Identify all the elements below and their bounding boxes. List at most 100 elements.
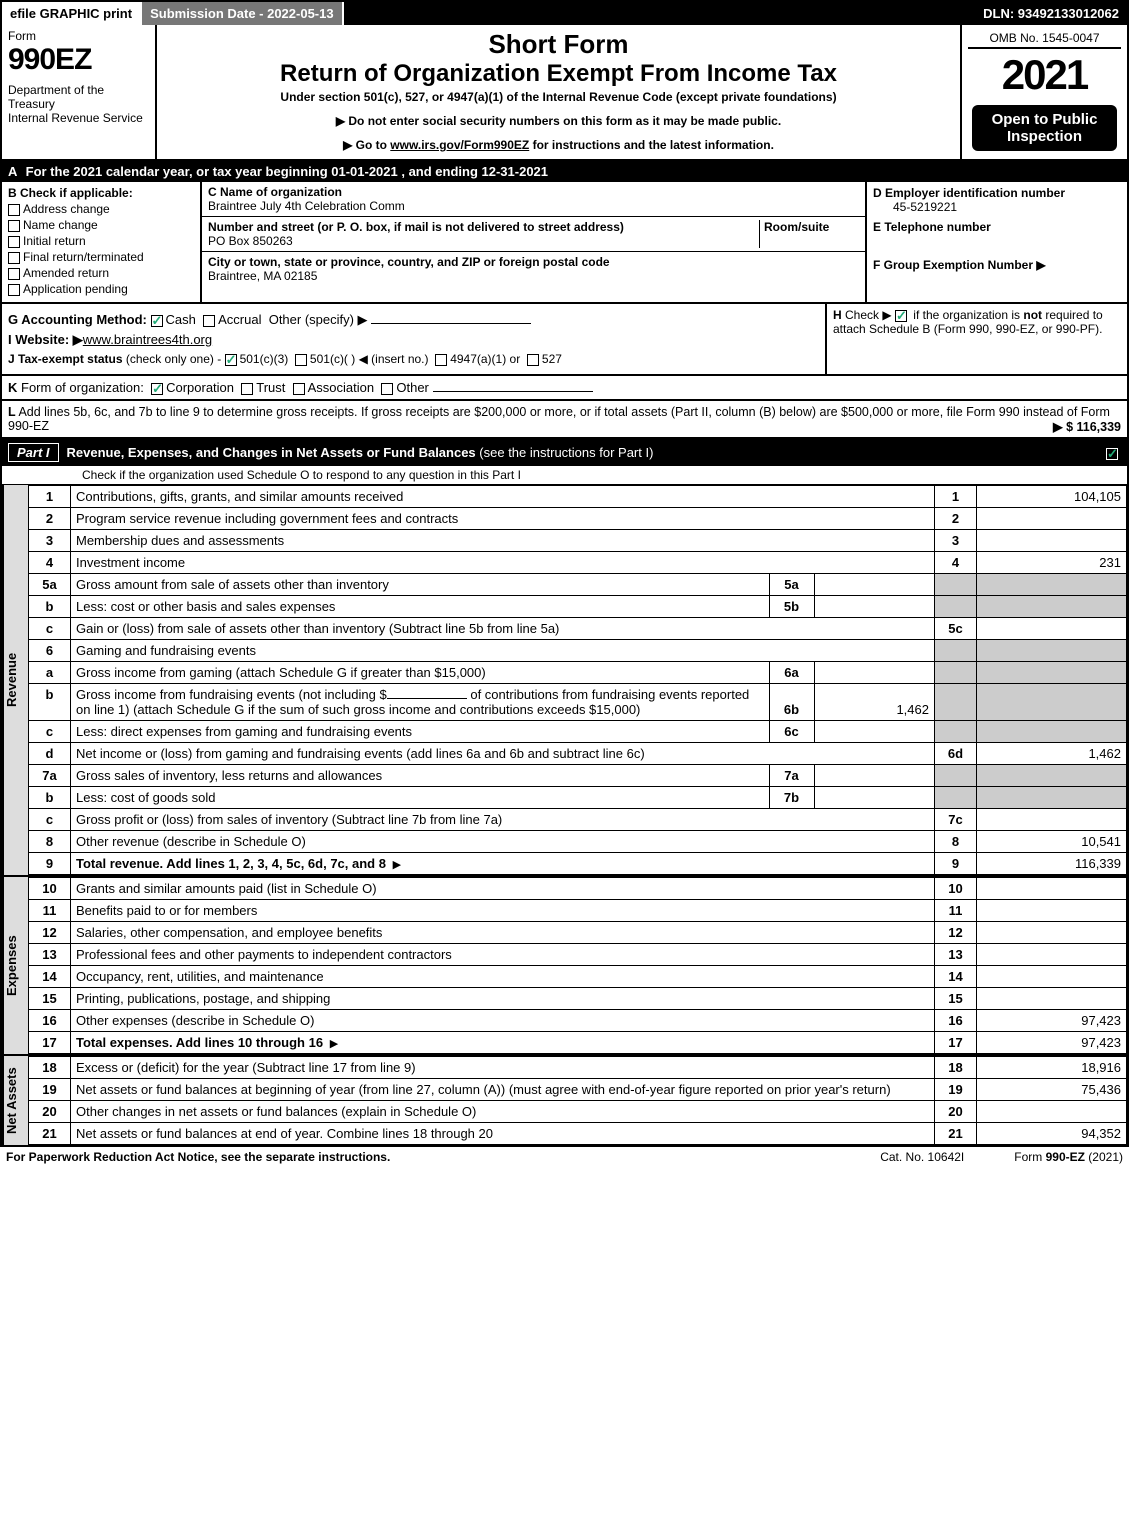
line-6-amt [977, 640, 1127, 662]
line-14-rno: 14 [935, 966, 977, 988]
net-assets-section: Net Assets 18Excess or (deficit) for the… [2, 1056, 1127, 1145]
line-3-amt [977, 530, 1127, 552]
line-7b-sub: 7b [769, 787, 814, 808]
line-5b-subamt [814, 596, 934, 617]
line-14: 14Occupancy, rent, utilities, and mainte… [29, 966, 1127, 988]
website-link[interactable]: www.braintrees4th.org [83, 332, 212, 347]
line-18-text: Excess or (deficit) for the year (Subtra… [71, 1057, 935, 1079]
g-label: G Accounting Method: [8, 312, 147, 327]
line-15: 15Printing, publications, postage, and s… [29, 988, 1127, 1010]
other-org-label: Other [396, 380, 429, 395]
chk-address-change[interactable]: Address change [8, 202, 194, 216]
line-19-rno: 19 [935, 1079, 977, 1101]
line-7b-subamt [814, 787, 934, 808]
line-17-text-bold: Total expenses. Add lines 10 through 16 [76, 1035, 323, 1050]
org-name-header: C Name of organization [208, 185, 342, 199]
line-3: 3Membership dues and assessments3 [29, 530, 1127, 552]
return-title: Return of Organization Exempt From Incom… [163, 60, 954, 88]
part-i-title: Revenue, Expenses, and Changes in Net As… [67, 445, 476, 460]
line-21-no: 21 [29, 1123, 71, 1145]
line-7b: bLess: cost of goods sold7b [29, 787, 1127, 809]
chk-cash[interactable] [151, 315, 163, 327]
l-text: Add lines 5b, 6c, and 7b to line 9 to de… [8, 405, 1110, 433]
form-number: 990EZ [8, 43, 149, 77]
line-9-text-bold: Total revenue. Add lines 1, 2, 3, 4, 5c,… [76, 856, 386, 871]
line-8: 8Other revenue (describe in Schedule O)8… [29, 831, 1127, 853]
chk-corporation[interactable] [151, 383, 163, 395]
part-i-note: (see the instructions for Part I) [479, 445, 653, 460]
i-label: I Website: ▶ [8, 332, 83, 347]
line-1: 1Contributions, gifts, grants, and simil… [29, 486, 1127, 508]
line-11-amt [977, 900, 1127, 922]
chk-other-org[interactable] [381, 383, 393, 395]
line-10-rno: 10 [935, 878, 977, 900]
cash-label: Cash [166, 312, 196, 327]
chk-name-change[interactable]: Name change [8, 218, 194, 232]
4947-label: 4947(a)(1) or [450, 352, 520, 366]
line-12-rno: 12 [935, 922, 977, 944]
line-13: 13Professional fees and other payments t… [29, 944, 1127, 966]
line-6d-amt: 1,462 [977, 743, 1127, 765]
line-12: 12Salaries, other compensation, and empl… [29, 922, 1127, 944]
l-row: L Add lines 5b, 6c, and 7b to line 9 to … [2, 401, 1127, 439]
line-4-amt: 231 [977, 552, 1127, 574]
line-6d-rno: 6d [935, 743, 977, 765]
line-16-rno: 16 [935, 1010, 977, 1032]
line-6b-text: Gross income from fundraising events (no… [71, 684, 769, 720]
line-6-no: 6 [29, 640, 71, 662]
line-19-amt: 75,436 [977, 1079, 1127, 1101]
line-5c-rno: 5c [935, 618, 977, 640]
form-header: Form 990EZ Department of the Treasury In… [2, 25, 1127, 161]
line-16-amt: 97,423 [977, 1010, 1127, 1032]
chk-final-return[interactable]: Final return/terminated [8, 250, 194, 264]
chk-application-pending[interactable]: Application pending [8, 282, 194, 296]
line-20-text: Other changes in net assets or fund bala… [71, 1101, 935, 1123]
street-value: PO Box 850263 [208, 234, 293, 248]
line-2-text: Program service revenue including govern… [71, 508, 935, 530]
chk-h-not-required[interactable] [895, 310, 907, 322]
line-12-text: Salaries, other compensation, and employ… [71, 922, 935, 944]
submission-date: Submission Date - 2022-05-13 [142, 2, 344, 25]
other-specify-input[interactable] [371, 323, 531, 324]
line-6b-blank[interactable] [387, 698, 467, 699]
street-header: Number and street (or P. O. box, if mail… [208, 220, 624, 234]
line-8-no: 8 [29, 831, 71, 853]
chk-527[interactable] [527, 354, 539, 366]
j-note: (check only one) - [126, 352, 221, 366]
chk-part-i-schedule-o[interactable] [1106, 448, 1118, 460]
line-5a-no: 5a [29, 574, 71, 596]
chk-4947[interactable] [435, 354, 447, 366]
other-org-input[interactable] [433, 391, 593, 392]
line-7a-amt [977, 765, 1127, 787]
line-15-text: Printing, publications, postage, and shi… [71, 988, 935, 1010]
chk-amended-return[interactable]: Amended return [8, 266, 194, 280]
chk-accrual[interactable] [203, 315, 215, 327]
part-i-label: Part I [8, 443, 59, 462]
form-990ez-page: efile GRAPHIC print Submission Date - 20… [0, 0, 1129, 1147]
line-6c-subamt [814, 721, 934, 742]
line-5b-rno [935, 596, 977, 618]
chk-initial-return[interactable]: Initial return [8, 234, 194, 248]
org-name-cell: C Name of organization Braintree July 4t… [202, 182, 865, 217]
line-12-amt [977, 922, 1127, 944]
line-17-amt: 97,423 [977, 1032, 1127, 1054]
chk-trust[interactable] [241, 383, 253, 395]
chk-association[interactable] [293, 383, 305, 395]
revenue-side-label: Revenue [2, 485, 28, 875]
chk-501c3[interactable] [225, 354, 237, 366]
column-d-e-f: D Employer identification number 45-5219… [867, 182, 1127, 302]
line-18-amt: 18,916 [977, 1057, 1127, 1079]
line-5b-amt [977, 596, 1127, 618]
chk-501c[interactable] [295, 354, 307, 366]
association-label: Association [308, 380, 374, 395]
line-6c-amt [977, 721, 1127, 743]
letter-b: B [8, 186, 17, 200]
irs-link[interactable]: www.irs.gov/Form990EZ [390, 138, 529, 152]
chk-address-change-label: Address change [23, 202, 110, 216]
line-5a-text: Gross amount from sale of assets other t… [71, 574, 769, 595]
line-17-text: Total expenses. Add lines 10 through 16 [71, 1032, 935, 1054]
line-11-no: 11 [29, 900, 71, 922]
column-c-org-info: C Name of organization Braintree July 4t… [202, 182, 867, 302]
line-4-no: 4 [29, 552, 71, 574]
line-20-amt [977, 1101, 1127, 1123]
